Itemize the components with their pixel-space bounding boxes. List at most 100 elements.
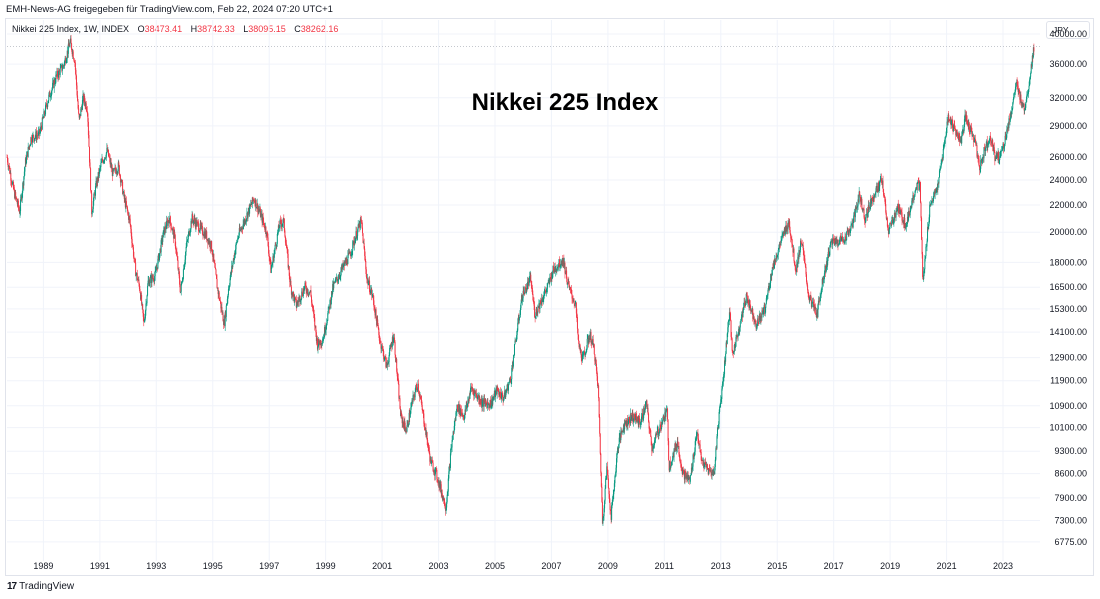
candle-body: [78, 108, 80, 114]
candle-body: [546, 287, 548, 289]
candle-body: [1032, 47, 1034, 58]
candle-body: [711, 473, 713, 476]
candle-body: [112, 169, 114, 171]
candle-body: [35, 131, 37, 137]
currency-button[interactable]: JPY: [1046, 21, 1090, 39]
x-tick-label: 2017: [824, 561, 844, 571]
candle-body: [582, 353, 584, 355]
candle-body: [702, 462, 704, 466]
candle-body: [518, 317, 520, 321]
candle-body: [783, 229, 785, 236]
candle-body: [308, 291, 310, 295]
candle-body: [290, 280, 292, 287]
candle-body: [382, 348, 384, 352]
candle-body: [604, 500, 606, 509]
tradingview-footer[interactable]: 17 TradingView: [7, 581, 74, 592]
candle-body: [966, 115, 968, 120]
candle-body: [302, 289, 304, 297]
candle-body: [140, 294, 142, 300]
candle-body: [136, 273, 138, 280]
candle-body: [30, 137, 32, 142]
candle-body: [538, 303, 540, 309]
candle-body: [753, 317, 755, 320]
candle-body: [665, 410, 667, 417]
x-tick-label: 2003: [429, 561, 449, 571]
candle-body: [325, 330, 327, 333]
candle-body: [883, 195, 885, 197]
candle-body: [993, 147, 995, 151]
candle-body: [929, 204, 931, 206]
candle-body: [603, 508, 605, 517]
candle-body: [484, 400, 486, 402]
candle-body: [28, 145, 30, 149]
candle-body: [144, 318, 146, 322]
candle-body: [39, 130, 41, 135]
candle-body: [403, 420, 405, 429]
candle-body: [1010, 112, 1012, 120]
candle-body: [731, 336, 733, 339]
candle-body: [94, 193, 96, 196]
candle-body: [561, 263, 563, 265]
candle-body: [766, 296, 768, 299]
candle-body: [19, 211, 21, 214]
candle-body: [110, 162, 112, 169]
candle-body: [706, 466, 708, 468]
candle-body: [938, 177, 940, 184]
candle-body: [373, 300, 375, 307]
candle-body: [243, 220, 245, 224]
y-tick-label: 32000.00: [1049, 93, 1087, 103]
candle-body: [121, 179, 123, 182]
candle-body: [910, 206, 912, 208]
candle-body: [220, 301, 222, 309]
candle-body: [765, 298, 767, 304]
time-axis[interactable]: 1989 1991 1993 1995 1997 1999 2001 2003 2005 2007…: [33, 561, 1013, 571]
candle-body: [982, 156, 984, 159]
candle-body: [825, 268, 827, 273]
symbol-name[interactable]: Nikkei 225 Index, 1W, INDEX: [12, 24, 130, 34]
candle-body: [574, 303, 576, 306]
candle-body: [989, 135, 991, 139]
candle-body: [295, 297, 297, 300]
y-tick-label: 26000.00: [1049, 152, 1087, 162]
candle-body: [860, 199, 862, 204]
candle-body: [1025, 99, 1027, 103]
candle-body: [484, 398, 486, 402]
candle-body: [1026, 94, 1028, 100]
candle-body: [321, 341, 323, 345]
candle-body: [972, 135, 974, 137]
candle-body: [890, 223, 892, 225]
candle-body: [53, 80, 55, 88]
candle-body: [566, 278, 568, 285]
candle-body: [525, 287, 527, 293]
candle-body: [1023, 104, 1025, 111]
candle-body: [775, 261, 777, 263]
candle-body: [923, 269, 925, 272]
candle-body: [973, 135, 975, 143]
candle-body: [114, 167, 116, 169]
candle-body: [772, 267, 774, 269]
candle-body: [602, 518, 604, 524]
candle-body: [89, 146, 91, 163]
candle-body: [254, 200, 256, 202]
candle-body: [838, 244, 840, 246]
candle-body: [306, 290, 308, 294]
candle-body: [908, 211, 910, 214]
candle-body: [911, 200, 913, 208]
candle-body: [521, 295, 523, 301]
candle-body: [729, 312, 731, 314]
price-axis[interactable]: 40000.0036000.0032000.0029000.0026000.00…: [1049, 29, 1087, 547]
candle-body: [130, 224, 132, 229]
candle-body: [421, 404, 423, 411]
candle-body: [128, 213, 130, 220]
candle-body: [842, 238, 844, 242]
candle-body: [1024, 110, 1026, 111]
candle-body: [915, 187, 917, 190]
candle-body: [1001, 146, 1003, 151]
candle-body: [795, 266, 797, 272]
candle-body: [892, 222, 894, 224]
candle-body: [593, 344, 595, 346]
candle-body: [242, 228, 244, 230]
candle-body: [348, 251, 350, 253]
candle-body: [655, 434, 657, 439]
